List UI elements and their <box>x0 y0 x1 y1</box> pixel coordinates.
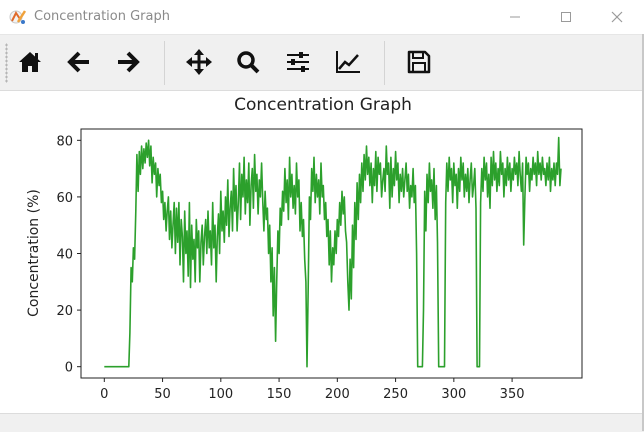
arrow-right-icon <box>118 51 140 73</box>
home-icon <box>19 52 41 72</box>
window-title: Concentration Graph <box>34 9 170 24</box>
window-edge <box>642 34 644 431</box>
app-icon <box>8 7 28 27</box>
configure-subplots-button[interactable] <box>280 44 316 80</box>
save-button[interactable] <box>401 44 437 80</box>
magnifier-icon <box>237 51 260 74</box>
x-tick-label: 50 <box>154 387 171 402</box>
minimize-button[interactable] <box>492 0 538 34</box>
y-axis: 0 20 40 60 80 <box>56 134 81 376</box>
zoom-button[interactable] <box>230 44 266 80</box>
x-tick-label: 350 <box>500 387 525 402</box>
series-line-group <box>104 136 562 368</box>
forward-button[interactable] <box>110 44 146 80</box>
arrow-left-icon <box>67 51 89 73</box>
y-tick-label: 80 <box>56 134 73 149</box>
home-button[interactable] <box>12 44 48 80</box>
edit-axis-button[interactable] <box>330 44 366 80</box>
x-tick-label: 100 <box>208 387 233 402</box>
x-tick-label: 200 <box>325 387 350 402</box>
x-tick-label: 250 <box>383 387 408 402</box>
chart-title: Concentration Graph <box>234 95 412 115</box>
y-tick-label: 0 <box>65 361 73 376</box>
y-tick-label: 20 <box>56 304 73 319</box>
maximize-icon <box>561 12 571 22</box>
series-line <box>104 136 562 368</box>
status-bar <box>0 413 644 432</box>
minimize-icon <box>510 16 520 18</box>
figure-canvas[interactable]: Concentration Graph 0 50 100 150 200 250 300 35… <box>0 91 644 413</box>
window-titlebar: Concentration Graph <box>0 0 644 35</box>
toolbar-grip[interactable] <box>5 43 8 83</box>
x-tick-label: 300 <box>441 387 466 402</box>
toolbar-separator <box>384 41 385 85</box>
line-chart-icon <box>336 51 360 73</box>
pan-button[interactable] <box>181 44 217 80</box>
maximize-button[interactable] <box>543 0 589 34</box>
y-axis-label: Concentration (%) <box>26 189 42 317</box>
sliders-icon <box>287 52 309 72</box>
x-tick-label: 0 <box>100 387 108 402</box>
y-tick-label: 40 <box>56 248 73 263</box>
back-button[interactable] <box>61 44 97 80</box>
navigation-toolbar <box>0 35 644 91</box>
line-chart: Concentration Graph 0 50 100 150 200 250 300 35… <box>26 95 583 402</box>
move-icon <box>186 49 212 75</box>
close-button[interactable] <box>594 0 640 34</box>
x-axis: 0 50 100 150 200 250 300 350 <box>100 378 525 402</box>
y-tick-label: 60 <box>56 191 73 206</box>
toolbar-separator <box>164 41 165 85</box>
x-tick-label: 150 <box>267 387 292 402</box>
floppy-disk-icon <box>407 50 431 74</box>
close-icon <box>611 11 623 23</box>
